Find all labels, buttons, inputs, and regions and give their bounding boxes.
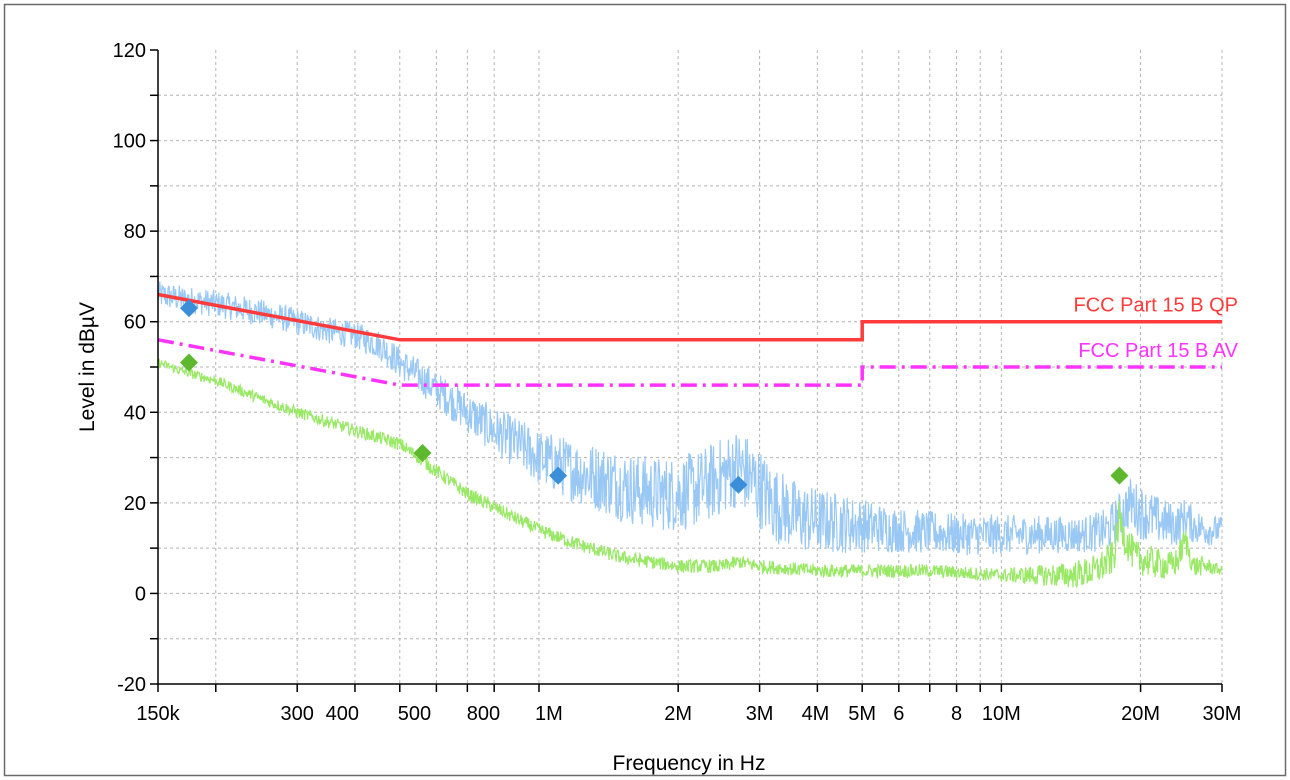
peak-markers — [179, 299, 1129, 494]
axes — [150, 49, 1223, 692]
x-tick-label: 8 — [951, 703, 962, 725]
x-tick-labels: 150k 300 400 500 800 1M 2M 3M 4M 5M 6 8 10M 20M 30M — [136, 703, 1241, 725]
x-tick-label: 3M — [746, 703, 774, 725]
x-tick-label: 30M — [1203, 703, 1242, 725]
x-tick-label: 300 — [281, 703, 314, 725]
x-tick-label: 10M — [982, 703, 1021, 725]
peak-marker — [179, 353, 198, 372]
x-tick-label: 6 — [893, 703, 904, 725]
y-tick-label: 0 — [135, 583, 146, 605]
limit-labels: FCC Part 15 B QP FCC Part 15 B AV — [1074, 295, 1239, 362]
x-tick-label: 400 — [326, 703, 359, 725]
x-axis-title: Frequency in Hz — [613, 752, 766, 775]
x-tick-label: 1M — [535, 703, 563, 725]
y-tick-labels: -20 0 20 40 60 80 100 120 — [113, 40, 146, 696]
limit-line-1 — [157, 338, 1222, 387]
x-tick-label: 2M — [664, 703, 692, 725]
peak-marker — [1110, 466, 1129, 485]
limit-lines — [157, 292, 1222, 387]
peak-marker — [549, 466, 568, 485]
measurement-trace-1 — [157, 357, 1223, 589]
outer-border — [3, 3, 1287, 777]
y-tick-label: 80 — [124, 221, 146, 243]
limit-line-label: FCC Part 15 B AV — [1078, 340, 1238, 362]
y-tick-label: 20 — [124, 493, 146, 515]
y-axis-title: Level in dBµV — [76, 302, 99, 432]
y-tick-label: -20 — [117, 674, 146, 696]
limit-line-0 — [157, 292, 1222, 342]
x-tick-label: 150k — [136, 703, 180, 725]
x-tick-label: 4M — [802, 703, 830, 725]
measurement-traces — [157, 281, 1223, 589]
peak-marker — [179, 299, 198, 318]
limit-line-label: FCC Part 15 B QP — [1074, 295, 1239, 317]
x-tick-label: 20M — [1121, 703, 1160, 725]
peak-marker — [413, 444, 432, 463]
y-tick-label: 120 — [113, 40, 146, 62]
x-tick-label: 500 — [398, 703, 431, 725]
x-tick-label: 800 — [467, 703, 500, 725]
grid-lines — [158, 50, 1223, 684]
peak-marker — [729, 475, 748, 494]
y-tick-label: 40 — [124, 402, 146, 424]
x-tick-label: 5M — [848, 703, 876, 725]
y-tick-label: 60 — [124, 312, 146, 334]
y-tick-label: 100 — [113, 131, 146, 153]
measurement-trace-0 — [157, 281, 1223, 556]
